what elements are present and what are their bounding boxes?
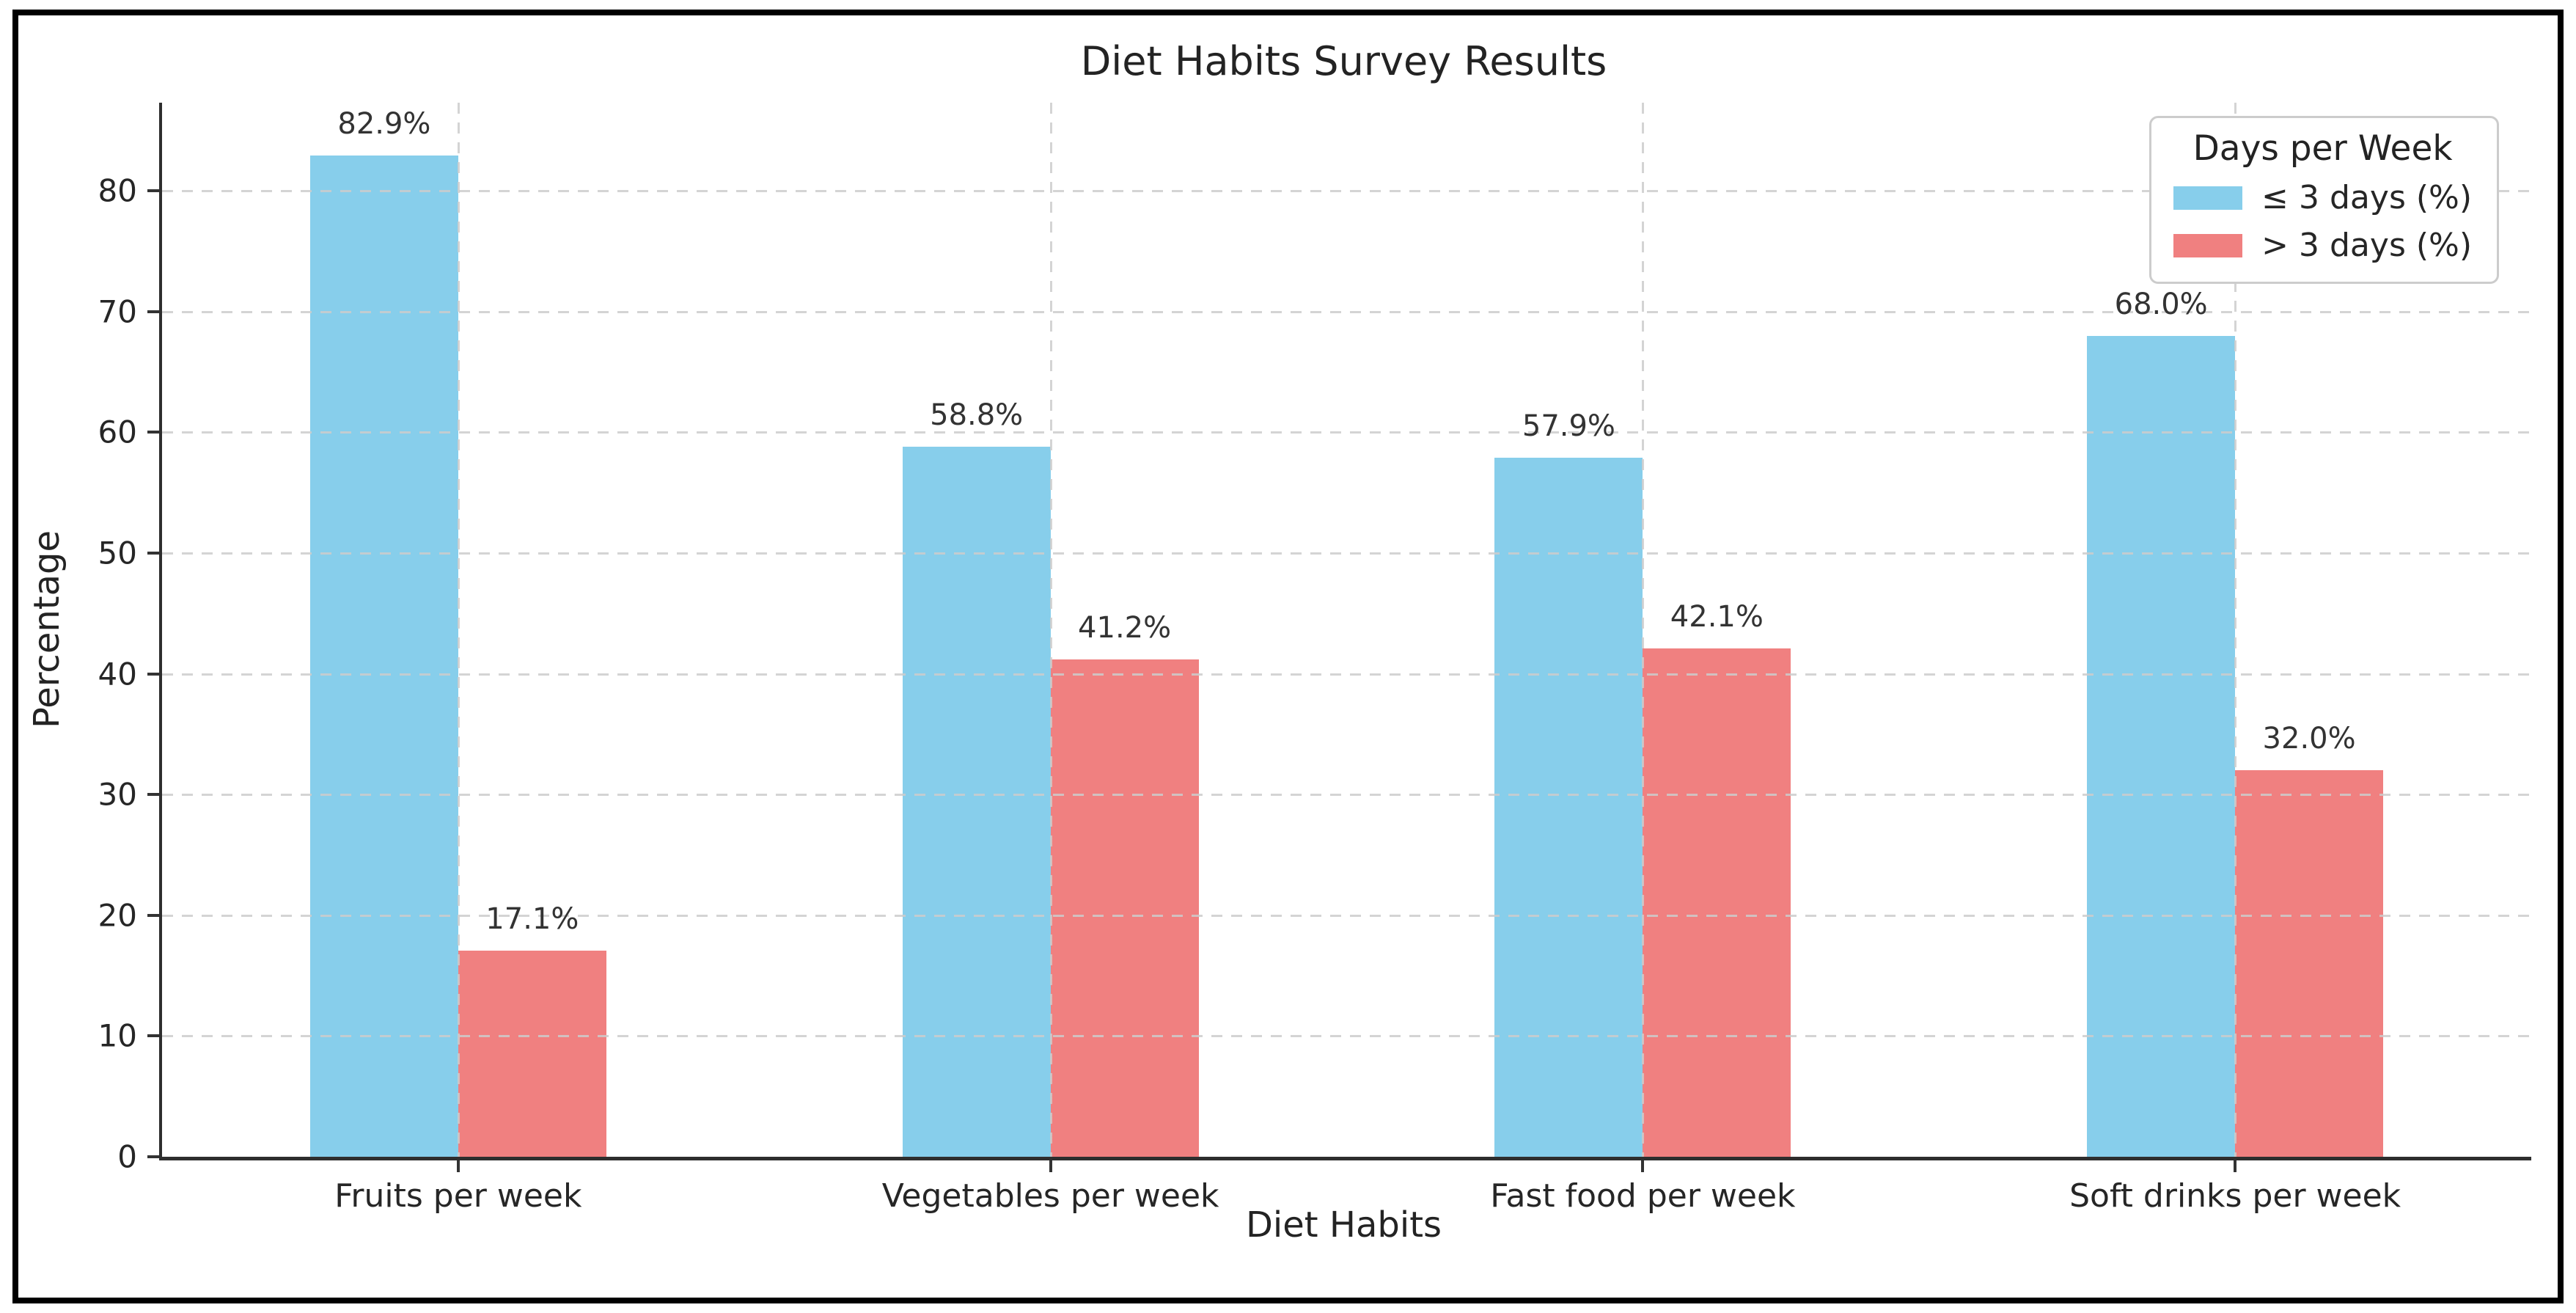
chart-title: Diet Habits Survey Results [1080,38,1607,84]
bar-value-label: 68.0% [2114,287,2208,321]
y-tick-label: 40 [98,656,137,692]
y-tick-mark [147,1034,159,1038]
bar-le-3-days [1494,457,1643,1157]
horizontal-gridline [162,794,2531,797]
bar-gt-3-days [458,950,606,1157]
bar-gt-3-days [2235,770,2384,1157]
horizontal-gridline [162,552,2531,555]
y-tick-label: 50 [98,535,137,571]
legend-swatch-blue [2173,186,2243,210]
y-tick-label: 60 [98,414,137,450]
y-tick-mark [147,672,159,676]
x-tick-label: Vegetables per week [881,1177,1219,1215]
horizontal-gridline [162,190,2531,193]
x-axis-label: Diet Habits [1245,1204,1442,1246]
horizontal-gridline [162,1035,2531,1038]
bar-gt-3-days [1643,648,1791,1157]
bar-value-label: 42.1% [1670,600,1764,634]
bar-value-label: 41.2% [1078,610,1172,645]
legend-entry-label: > 3 days (%) [2261,227,2472,264]
bar-value-label: 17.1% [485,901,579,936]
y-tick-label: 0 [117,1138,137,1175]
bar-le-3-days [309,156,458,1157]
horizontal-gridline [162,310,2531,313]
plot-area: Days per Week ≤ 3 days (%) > 3 days (%) 0… [98,103,2531,1215]
horizontal-gridline [162,673,2531,676]
x-tick-mark [2234,1160,2237,1172]
vertical-gridline [2234,103,2237,1157]
bar-value-label: 57.9% [1522,409,1615,443]
legend-entry: > 3 days (%) [2173,227,2472,264]
bar-gt-3-days [1050,659,1199,1157]
legend-entry-label: ≤ 3 days (%) [2261,179,2472,216]
x-tick-label: Fast food per week [1490,1177,1796,1215]
y-tick-mark [147,913,159,917]
vertical-gridline [1642,103,1645,1157]
bar-value-label: 32.0% [2262,722,2356,756]
x-tick-mark [1641,1160,1645,1172]
bar-le-3-days [902,447,1051,1157]
y-tick-mark [147,431,159,434]
y-tick-label: 20 [98,897,137,934]
vertical-gridline [1049,103,1052,1157]
x-tick-label: Soft drinks per week [2069,1177,2401,1215]
x-tick-mark [456,1160,460,1172]
y-tick-mark [147,1155,159,1158]
horizontal-gridline [162,914,2531,917]
bar-value-label: 82.9% [337,107,431,142]
x-tick-label: Fruits per week [334,1177,582,1215]
y-tick-mark [147,793,159,797]
y-axis-label: Percentage [26,530,67,729]
y-tick-mark [147,310,159,313]
x-tick-mark [1049,1160,1052,1172]
bar-value-label: 58.8% [930,398,1024,433]
bar-le-3-days [2087,335,2236,1157]
y-tick-label: 70 [98,293,137,330]
y-tick-label: 10 [98,1017,137,1054]
legend-title: Days per Week [2192,128,2453,169]
vertical-gridline [457,103,460,1157]
y-tick-label: 80 [98,172,137,209]
y-tick-mark [147,551,159,555]
legend-swatch-red [2173,233,2243,257]
y-tick-mark [147,189,159,193]
y-tick-label: 30 [98,776,137,813]
legend: Days per Week ≤ 3 days (%) > 3 days (%) [2149,116,2499,284]
legend-entry: ≤ 3 days (%) [2173,179,2472,216]
horizontal-gridline [162,431,2531,434]
